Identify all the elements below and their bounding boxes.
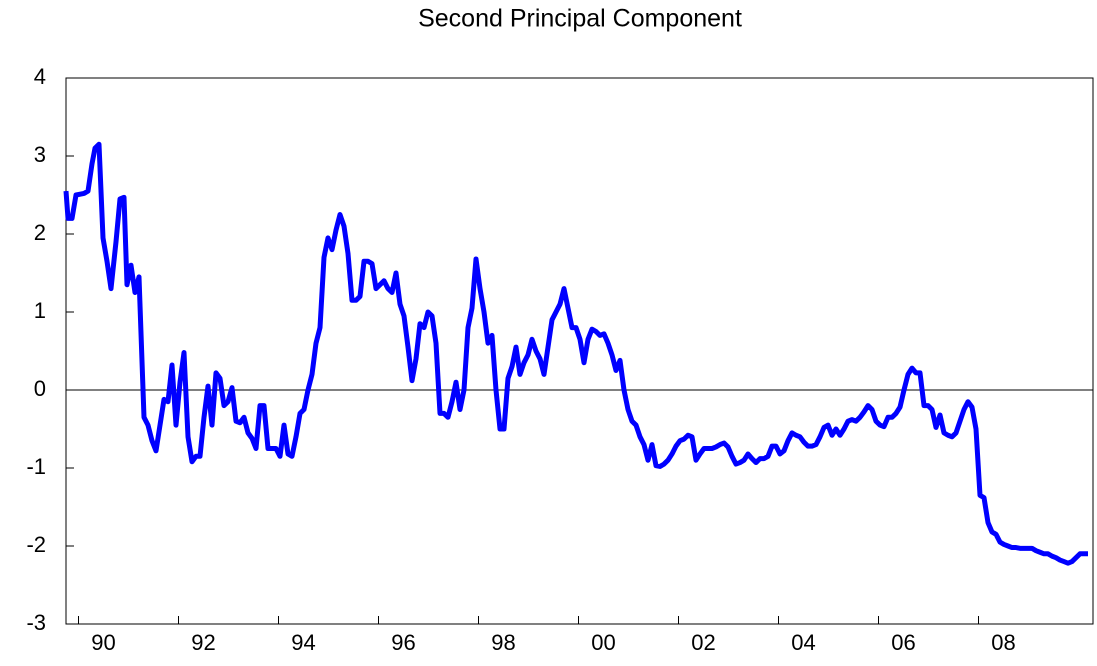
y-tick-label: 4 [34, 64, 46, 89]
y-tick-label: 2 [34, 220, 46, 245]
y-tick-label: 1 [34, 298, 46, 323]
y-tick-label: -3 [26, 610, 46, 635]
x-tick-label: 94 [291, 630, 315, 655]
x-tick-label: 96 [391, 630, 415, 655]
x-tick-label: 90 [91, 630, 115, 655]
x-tick-label: 06 [891, 630, 915, 655]
x-tick-label: 98 [491, 630, 515, 655]
y-tick-label: -2 [26, 532, 46, 557]
x-tick-label: 08 [991, 630, 1015, 655]
data-line [63, 141, 1088, 566]
x-tick-label: 92 [191, 630, 215, 655]
y-tick-label: -1 [26, 454, 46, 479]
y-tick-label: 3 [34, 142, 46, 167]
y-tick-label: 0 [34, 376, 46, 401]
x-tick-label: 04 [791, 630, 815, 655]
x-tick-label: 02 [691, 630, 715, 655]
x-tick-label: 00 [591, 630, 615, 655]
chart-title: Second Principal Component [418, 5, 742, 33]
plot-frame [65, 77, 1094, 625]
